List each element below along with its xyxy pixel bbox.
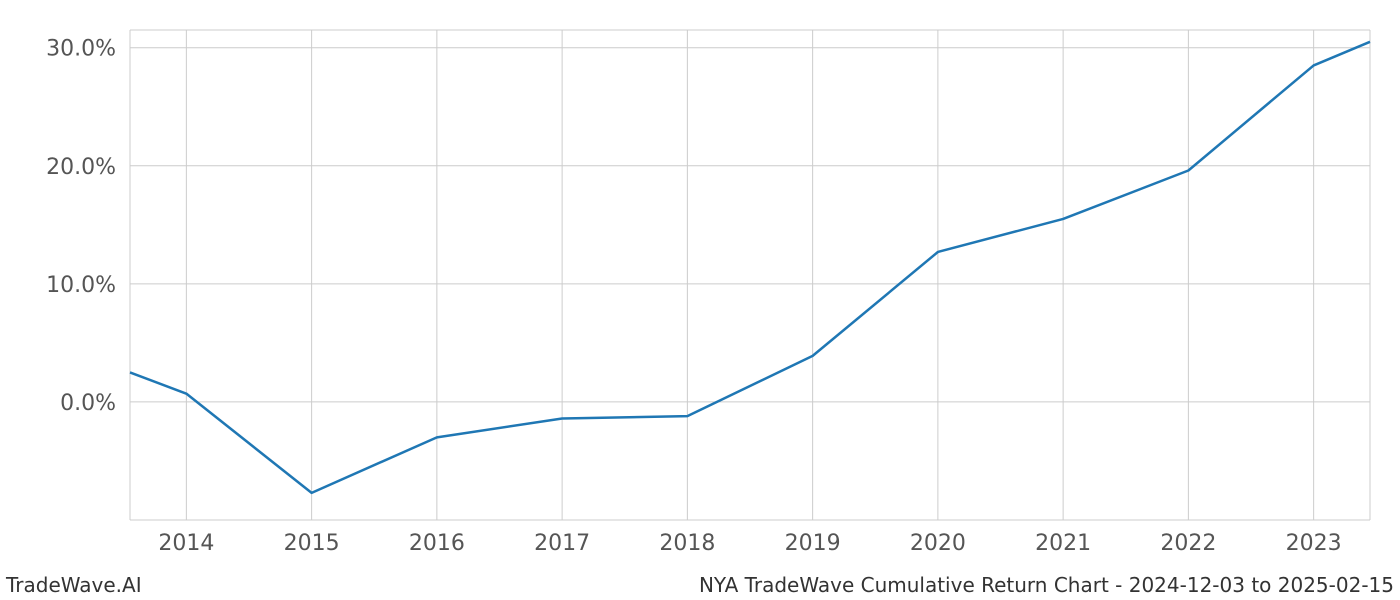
x-tick-label: 2020 <box>910 531 966 556</box>
x-tick-label: 2023 <box>1286 531 1342 556</box>
y-tick-label: 20.0% <box>46 155 116 180</box>
y-tick-label: 0.0% <box>60 391 116 416</box>
chart-container: 2014 2015 2016 2017 2018 2019 2020 2021 2022 2023… <box>0 0 1400 600</box>
x-tick-label: 2022 <box>1160 531 1216 556</box>
x-tick-label: 2019 <box>785 531 841 556</box>
x-tick-label: 2021 <box>1035 531 1091 556</box>
footer-left-label: TradeWave.AI <box>5 573 142 597</box>
footer-right-label: NYA TradeWave Cumulative Return Chart - … <box>699 573 1394 597</box>
y-tick-label: 10.0% <box>46 273 116 298</box>
x-tick-label: 2016 <box>409 531 465 556</box>
x-tick-label: 2017 <box>534 531 590 556</box>
chart-svg: 2014 2015 2016 2017 2018 2019 2020 2021 2022 2023… <box>0 0 1400 600</box>
y-tick-labels: 0.0% 10.0% 20.0% 30.0% <box>46 37 116 416</box>
plot-background <box>130 30 1370 520</box>
x-tick-labels: 2014 2015 2016 2017 2018 2019 2020 2021 2022 2023 <box>158 531 1341 556</box>
x-tick-label: 2014 <box>158 531 214 556</box>
y-tick-label: 30.0% <box>46 37 116 62</box>
x-tick-label: 2015 <box>284 531 340 556</box>
x-tick-label: 2018 <box>659 531 715 556</box>
